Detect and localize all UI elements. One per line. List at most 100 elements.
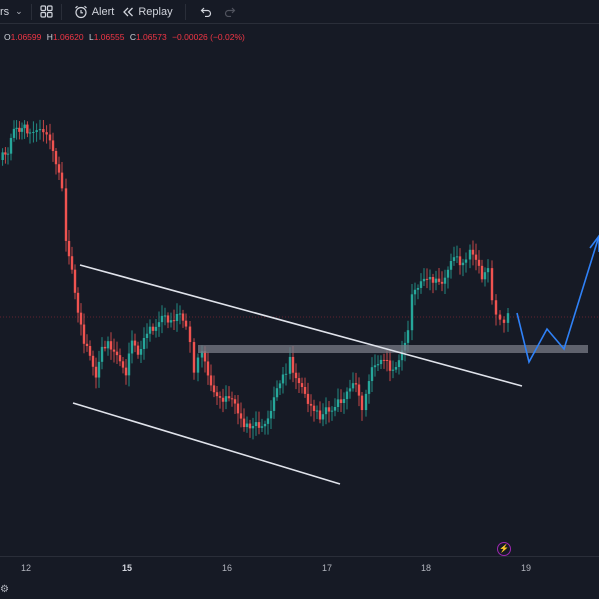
indicators-label: rs: [0, 5, 10, 18]
close-value: 1.06573: [135, 32, 167, 42]
candle-body: [230, 398, 234, 400]
candle-body: [100, 346, 104, 362]
candle-body: [446, 269, 450, 278]
candle-body: [160, 315, 164, 323]
candle-body: [203, 351, 207, 362]
toolbar-divider: [60, 3, 62, 20]
candle-body: [175, 313, 179, 322]
x-tick: 19: [520, 563, 532, 573]
candle-body: [106, 341, 110, 349]
candle-body: [45, 132, 48, 135]
candle-body: [233, 399, 237, 404]
candle-body: [4, 152, 7, 155]
toolbar-divider: [184, 3, 186, 20]
candle-body: [212, 385, 216, 393]
redo-button[interactable]: [218, 0, 242, 24]
candle-body: [54, 151, 58, 165]
candle-body: [357, 384, 361, 396]
candle-body: [410, 294, 414, 331]
undo-button[interactable]: [194, 0, 218, 24]
lightning-bolt-icon[interactable]: ⚡: [497, 542, 511, 556]
price-chart[interactable]: [0, 0, 599, 556]
candle-body: [12, 128, 16, 138]
low-value: 1.06555: [93, 32, 125, 42]
candle-body: [269, 410, 273, 419]
channel-lower-line[interactable]: [72, 402, 341, 485]
candle-body: [82, 324, 86, 344]
alert-label: Alert: [91, 5, 115, 18]
candle-body: [468, 249, 472, 260]
candle-body: [64, 188, 68, 241]
candle-body: [23, 124, 26, 129]
candle-body: [91, 355, 95, 367]
chevron-down-icon[interactable]: ⌄: [15, 6, 23, 16]
settings-small-icon[interactable]: ⚙: [0, 584, 9, 595]
candle-body: [242, 418, 246, 428]
layout-templates-button[interactable]: [40, 0, 53, 24]
candle-body: [312, 405, 316, 411]
candle-body: [127, 353, 131, 376]
candle-body: [275, 388, 279, 398]
candle-body: [333, 406, 337, 411]
x-tick: 18: [420, 563, 432, 573]
candle-body: [94, 366, 98, 378]
candle-body: [419, 281, 423, 288]
candle-body: [294, 372, 298, 379]
candle-body: [248, 423, 252, 429]
candle-body: [345, 391, 349, 400]
candle-body: [477, 259, 481, 266]
resistance-zone[interactable]: [198, 345, 588, 353]
candle-body: [97, 361, 101, 378]
rewind-icon: [123, 7, 134, 16]
close-label: C: [129, 32, 136, 42]
candle-body: [79, 312, 83, 325]
candle-body: [284, 373, 288, 375]
candle-body: [70, 256, 74, 270]
candle-body: [178, 313, 182, 315]
candle-body: [9, 137, 13, 154]
candle-body: [382, 359, 386, 361]
indicators-button[interactable]: rs ⌄: [0, 0, 23, 24]
candle-body: [502, 319, 506, 323]
candle-body: [272, 397, 276, 411]
candle-body: [139, 349, 143, 355]
channel-upper-line[interactable]: [79, 264, 523, 387]
candle-body: [121, 361, 125, 368]
alert-button[interactable]: Alert: [70, 0, 119, 24]
candle-body: [315, 410, 319, 412]
candle-body: [124, 367, 128, 376]
candle-body: [15, 127, 18, 129]
candle-body: [281, 374, 285, 384]
candle-body: [394, 367, 398, 370]
candle-body: [239, 413, 243, 419]
candle-body: [498, 314, 502, 320]
time-axis[interactable]: 12 15 16 17 18 19: [0, 556, 599, 599]
candle-body: [109, 341, 113, 350]
candle-body: [118, 355, 122, 362]
candle-body: [327, 407, 331, 412]
open-label: O: [4, 32, 11, 42]
candle-body: [480, 265, 484, 280]
candle-body: [42, 129, 45, 133]
candle-body: [464, 259, 468, 263]
replay-button[interactable]: Replay: [118, 0, 176, 24]
candle-body: [400, 350, 404, 361]
candle-body: [416, 287, 420, 290]
projection-path[interactable]: [516, 235, 599, 365]
redo-icon: [224, 7, 235, 17]
candle-body: [360, 395, 364, 411]
candle-body: [206, 361, 210, 376]
candle-body: [196, 357, 200, 373]
candle-body: [224, 396, 228, 402]
candle-body: [486, 268, 490, 273]
high-label: H: [46, 32, 53, 42]
candle-body: [32, 131, 35, 133]
candle-body: [458, 256, 462, 266]
candle-body: [130, 340, 134, 354]
candle-body: [148, 326, 152, 334]
candle-body: [73, 269, 77, 293]
candle-body: [154, 326, 158, 331]
ohlc-legend: O1.06599 H1.06620 L1.06555 C1.06573 −0.0…: [4, 32, 248, 42]
candle-body: [397, 360, 401, 368]
x-tick: 16: [221, 563, 233, 573]
